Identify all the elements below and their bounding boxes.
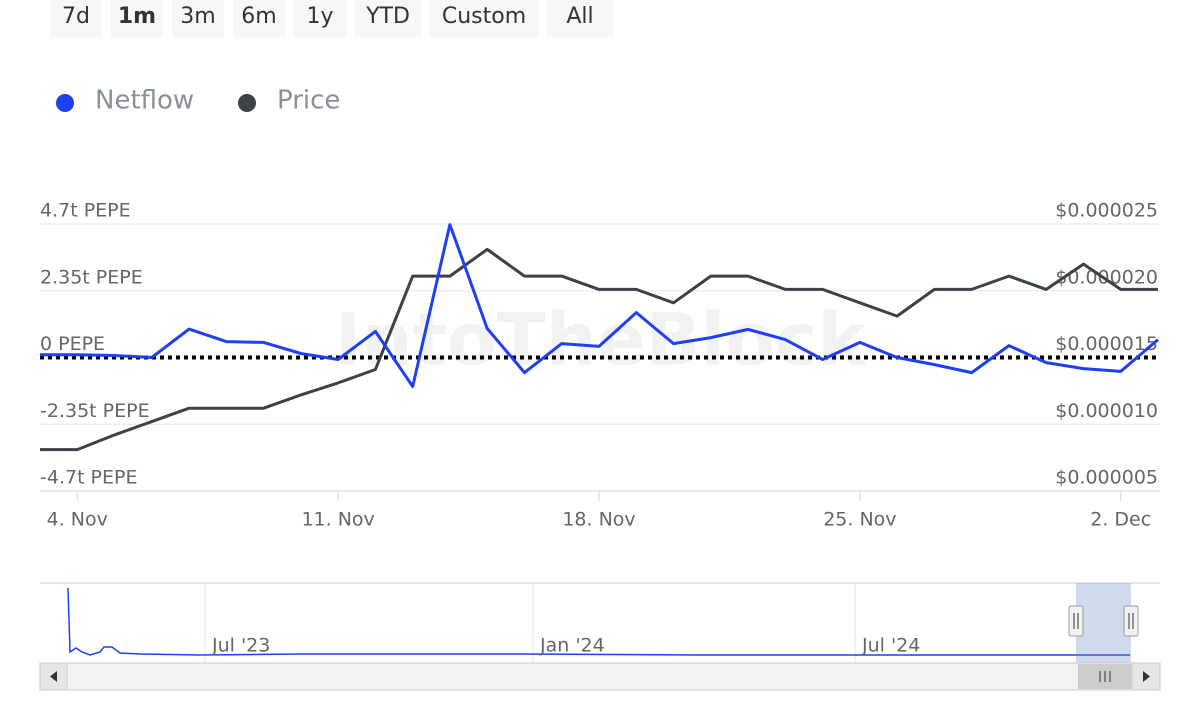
y2-tick-label: $0.000015 [1055,333,1158,355]
range-button-label: 3m [180,4,215,29]
range-button-label: 1y [306,4,333,29]
thumb-grip [1099,671,1111,682]
y-tick-label: 2.35t PEPE [40,266,143,288]
range-button-label: Custom [442,4,526,29]
arrow-left [50,671,57,682]
scrollbar-track[interactable] [39,662,1161,691]
navigator-label: Jul '23 [211,635,270,657]
range-button[interactable] [233,0,285,37]
navigator-handle[interactable] [1068,605,1084,637]
y-tick-label: -4.7t PEPE [40,467,138,489]
x-tick-label: 4. Nov [47,509,108,531]
range-button-label: 7d [62,4,90,29]
y-tick-label: 4.7t PEPE [40,200,131,222]
range-button-label: 6m [241,4,276,29]
y2-tick-label: $0.000010 [1055,400,1158,422]
navigator-mask[interactable] [1076,583,1131,663]
range-button[interactable] [50,0,102,37]
navigator-label: Jul '24 [861,635,920,657]
y2-tick-label: $0.000025 [1055,200,1158,222]
range-button[interactable] [547,0,613,37]
range-button[interactable] [111,0,163,37]
legend-label: Price [277,86,340,116]
range-button[interactable] [294,0,346,37]
range-button[interactable] [172,0,224,37]
navigator-line [67,587,1130,656]
x-tick-label: 25. Nov [823,509,896,531]
navigator[interactable] [40,583,1160,663]
range-button-label: All [566,4,593,29]
legend-marker[interactable] [238,94,256,112]
navigator-handle[interactable] [1123,605,1139,637]
series-line [40,247,1158,452]
y2-tick-label: $0.000020 [1055,266,1158,288]
series-line [40,223,1159,388]
navigator-label: Jan '24 [539,635,605,657]
range-button[interactable] [355,0,421,37]
x-tick-label: 11. Nov [301,509,374,531]
range-button-label: YTD [365,4,410,29]
x-tick-label: 2. Dec [1090,509,1151,531]
arrow-right [1143,671,1150,682]
y-tick-label: 0 PEPE [40,333,105,355]
y2-tick-label: $0.000005 [1055,467,1158,489]
range-button[interactable] [430,0,538,37]
legend-marker[interactable] [56,94,74,112]
x-tick-label: 18. Nov [562,509,635,531]
range-button-label: 1m [118,4,156,29]
legend-label: Netflow [95,86,194,116]
y-tick-label: -2.35t PEPE [40,400,150,422]
